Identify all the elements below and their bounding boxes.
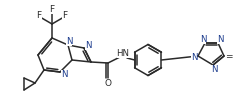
Text: N: N xyxy=(217,35,223,43)
Text: F: F xyxy=(37,10,42,20)
Text: N: N xyxy=(61,70,67,79)
Text: N: N xyxy=(200,35,206,43)
Text: N: N xyxy=(211,64,217,74)
Text: O: O xyxy=(105,79,111,87)
Text: N: N xyxy=(85,41,91,49)
Text: HN: HN xyxy=(117,49,130,58)
Text: N: N xyxy=(66,37,72,45)
Text: F: F xyxy=(62,10,68,20)
Text: N: N xyxy=(191,52,197,62)
Text: =: = xyxy=(225,52,233,62)
Text: F: F xyxy=(49,5,55,14)
